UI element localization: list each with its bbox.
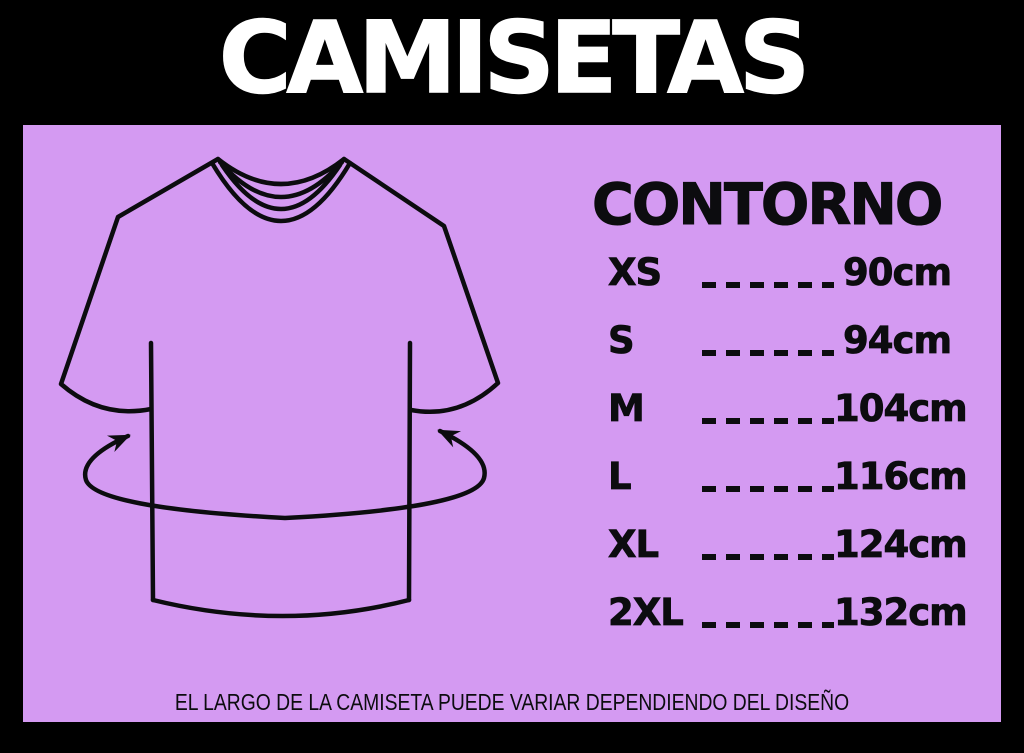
dashed-leader [702, 486, 834, 492]
size-label: S [608, 318, 635, 362]
size-label: 2XL [608, 590, 685, 634]
disclaimer-text: EL LARGO DE LA CAMISETA PUEDE VARIAR DEP… [174, 689, 850, 715]
size-value: 90cm [843, 250, 953, 294]
dashed-leader [702, 282, 834, 288]
size-value: 116cm [834, 454, 969, 498]
table-row: 2XL 132cm [589, 578, 985, 646]
size-label: XS [608, 250, 663, 294]
size-table-heading: CONTORNO [592, 172, 944, 238]
size-label: XL [608, 522, 660, 566]
size-label: L [608, 454, 632, 498]
dashed-leader [702, 418, 834, 424]
table-row: XS 90cm [589, 238, 985, 306]
table-row: S 94cm [589, 306, 985, 374]
size-value: 104cm [834, 386, 969, 430]
tshirt-outline-icon [58, 156, 501, 619]
dashed-leader [702, 554, 834, 560]
table-row: M 104cm [589, 374, 985, 442]
content-panel: CONTORNO XS 90cm S 94cm M 104cm [23, 125, 1001, 722]
size-label: M [608, 386, 646, 430]
table-row: XL 124cm [589, 510, 985, 578]
size-value: 132cm [834, 590, 969, 634]
dashed-leader [702, 622, 834, 628]
circumference-arrow-icon [82, 428, 487, 521]
dashed-leader [702, 350, 834, 356]
page-title: CAMISETAS [218, 1, 811, 116]
size-table-rows: XS 90cm S 94cm M 104cm L 116c [589, 238, 985, 646]
size-table: CONTORNO XS 90cm S 94cm M 104cm [589, 172, 985, 646]
size-value: 94cm [843, 318, 953, 362]
table-row: L 116cm [589, 442, 985, 510]
size-value: 124cm [834, 522, 969, 566]
